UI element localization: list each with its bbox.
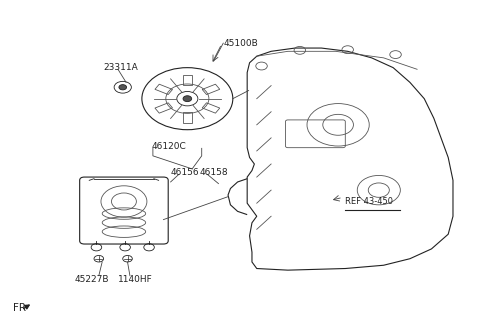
Bar [155, 103, 172, 113]
Bar [183, 112, 192, 123]
Text: REF 43-450: REF 43-450 [345, 197, 393, 206]
Bar [155, 84, 172, 94]
Text: 23311A: 23311A [104, 63, 138, 72]
Circle shape [183, 96, 192, 102]
Text: 46120C: 46120C [152, 142, 186, 151]
Text: FR: FR [12, 303, 25, 313]
Text: 46156: 46156 [170, 168, 199, 177]
Text: 1140HF: 1140HF [118, 276, 153, 284]
Circle shape [119, 85, 127, 90]
Bar [202, 84, 220, 94]
Text: 46158: 46158 [199, 168, 228, 177]
Bar [183, 75, 192, 85]
Text: 45100B: 45100B [223, 39, 258, 48]
Text: 45227B: 45227B [75, 276, 109, 284]
Bar [202, 103, 220, 113]
